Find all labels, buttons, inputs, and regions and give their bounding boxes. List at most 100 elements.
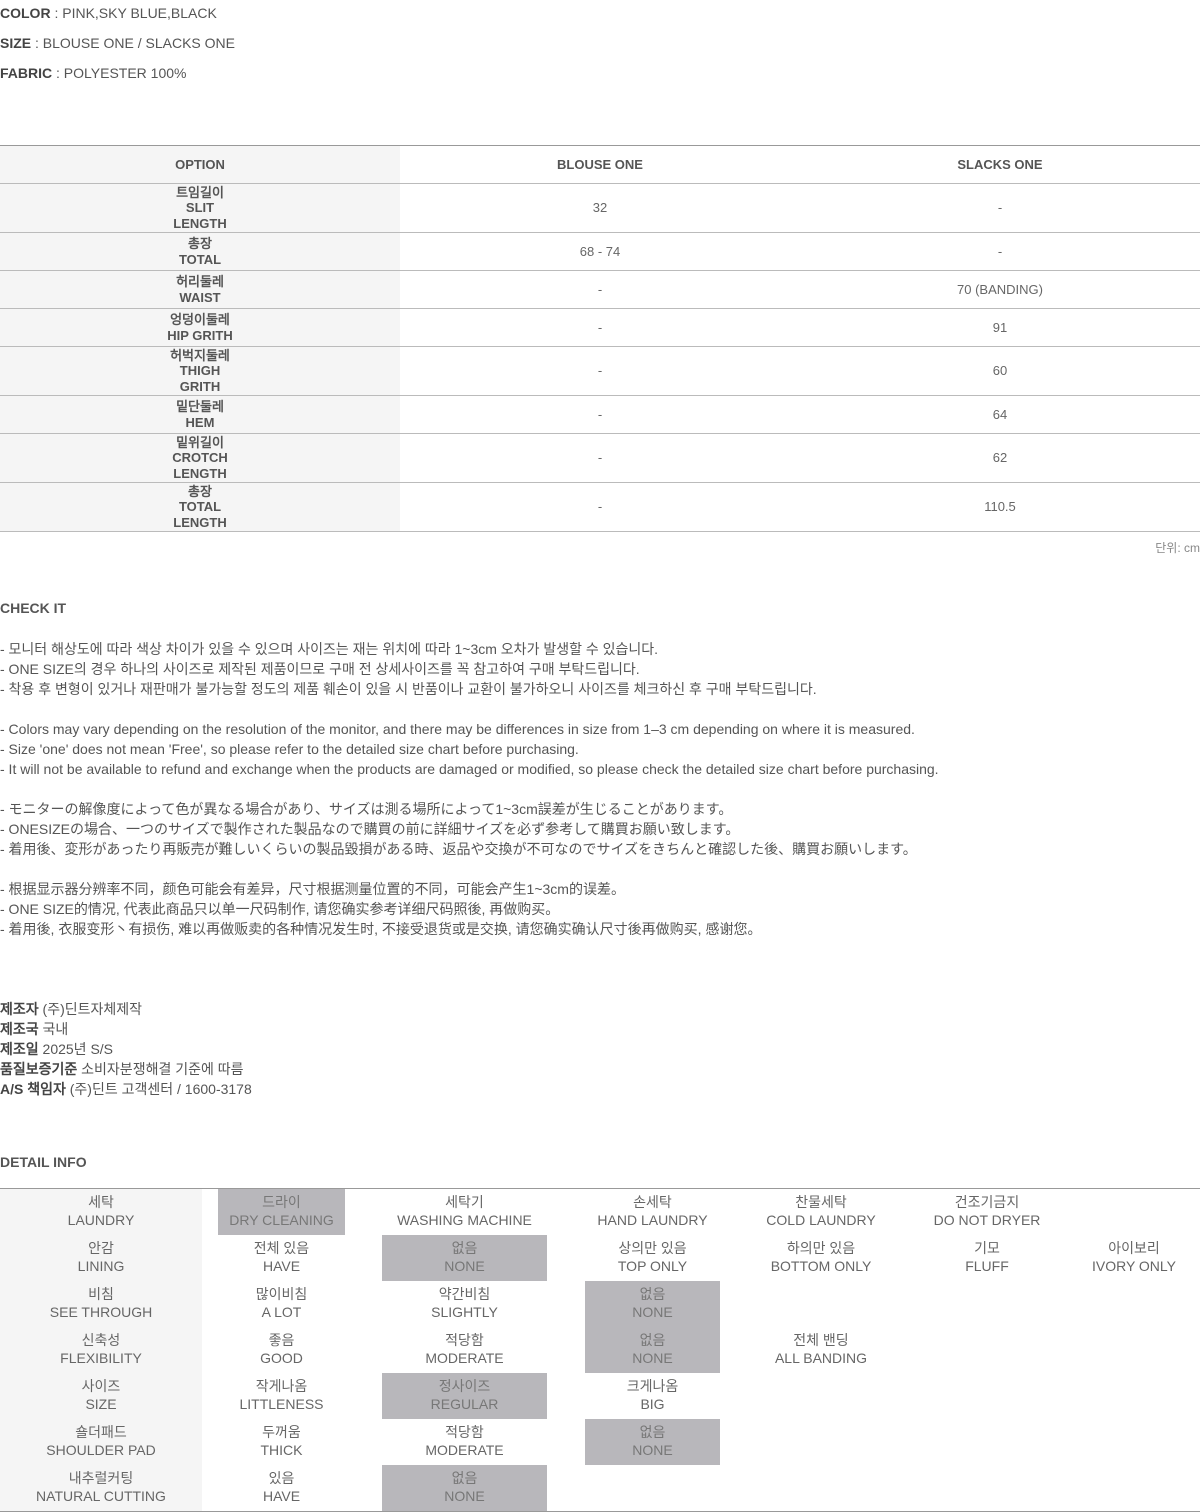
spec-label: SIZE (0, 35, 32, 51)
maker-label: 품질보증기준 (0, 1061, 78, 1077)
size-row: 총장 TOTAL LENGTH -110.5 (0, 482, 1200, 532)
option-label: WAIST (179, 289, 221, 305)
cell-ko: 전체 밴딩 (793, 1332, 849, 1348)
spec-label: FABRIC (0, 65, 53, 81)
detail-label: 사이즈 SIZE (0, 1373, 202, 1419)
size-row: 밑단둘레 HEM -64 (0, 395, 1200, 434)
cell-ko: 적당함 (445, 1424, 484, 1440)
check-it-notes: - 모니터 해상도에 따라 색상 차이가 있을 수 있으며 사이즈는 재는 위치… (0, 639, 939, 939)
slacks-value: 70 (BANDING) (800, 270, 1200, 309)
note-line: - 着用後、変形があったり再販売が難しいくらいの製品毀損がある時、返品や交換が不… (0, 841, 917, 857)
cell-ko: 작게나옴 (255, 1378, 308, 1394)
spec-value: : PINK,SKY BLUE,BLACK (50, 5, 217, 21)
header-option: OPTION (0, 145, 400, 184)
option-cell: 밑위길이 CROTCH LENGTH (0, 433, 400, 483)
slacks-value: 60 (800, 346, 1200, 396)
cell-en: SLIGHTLY (431, 1304, 498, 1320)
detail-option: 찬물세탁 COLD LAUNDRY (740, 1189, 902, 1235)
option-cell: 총장 TOTAL LENGTH (0, 482, 400, 532)
cell-ko: 손세탁 (633, 1194, 672, 1210)
option-label: 총장 (188, 236, 212, 251)
note-line: - Colors may vary depending on the resol… (0, 721, 915, 737)
cell-en: GOOD (260, 1350, 303, 1366)
maker-line: 제조자 (주)딘트자체제작 (0, 999, 252, 1019)
cell-en: REGULAR (430, 1396, 499, 1412)
option-cell: 총장 TOTAL (0, 232, 400, 271)
note-line (0, 859, 939, 879)
detail-option: 세탁기 WASHING MACHINE (382, 1189, 547, 1235)
size-row: 허리둘레 WAIST -70 (BANDING) (0, 270, 1200, 309)
option-label: CROTCH (172, 450, 228, 466)
detail-label: 세탁 LAUNDRY (0, 1189, 202, 1235)
option-label: GRITH (179, 378, 221, 394)
note-line (0, 779, 939, 799)
option-cell: 엉덩이둘레 HIP GRITH (0, 308, 400, 347)
size-row: 허벅지둘레 THIGH GRITH -60 (0, 346, 1200, 396)
option-label: 밑단둘레 (176, 399, 224, 414)
detail-option: 크게나옴 BIG (585, 1373, 720, 1419)
detail-option: 많이비침 A LOT (218, 1281, 345, 1327)
maker-value: 국내 (38, 1021, 69, 1037)
detail-option: 적당함 MODERATE (382, 1327, 547, 1373)
detail-option: 건조기금지 DO NOT DRYER (912, 1189, 1062, 1235)
detail-info-title: DETAIL INFO (0, 1154, 87, 1170)
blouse-value: - (400, 482, 800, 532)
size-row: 총장 TOTAL 68 - 74- (0, 232, 1200, 271)
option-label: LENGTH (173, 514, 227, 530)
spec-value: : BLOUSE ONE / SLACKS ONE (31, 35, 235, 51)
cell-en: LINING (77, 1258, 125, 1274)
cell-en: NONE (632, 1442, 673, 1458)
note-line: - 모니터 해상도에 따라 색상 차이가 있을 수 있으며 사이즈는 재는 위치… (0, 641, 659, 657)
slacks-value: - (800, 183, 1200, 233)
cell-ko: 비침 (88, 1286, 114, 1302)
maker-label: A/S 책임자 (0, 1081, 66, 1097)
cell-ko: 찬물세탁 (795, 1194, 847, 1210)
note-line: - Size 'one' does not mean 'Free', so pl… (0, 741, 579, 757)
maker-line: 제조일 2025년 S/S (0, 1039, 252, 1059)
option-label: 엉덩이둘레 (170, 312, 230, 327)
cell-en: NONE (444, 1258, 485, 1274)
option-cell: 트임길이 SLIT LENGTH (0, 183, 400, 233)
detail-option: 손세탁 HAND LAUNDRY (585, 1189, 720, 1235)
slacks-value: 110.5 (800, 482, 1200, 532)
detail-option-selected: 없음 NONE (585, 1281, 720, 1327)
maker-label: 제조자 (0, 1001, 39, 1017)
option-label: LENGTH (173, 465, 227, 481)
blouse-value: 68 - 74 (400, 232, 800, 271)
detail-option: 상의만 있음 TOP ONLY (585, 1235, 720, 1281)
cell-en: FLUFF (965, 1258, 1009, 1274)
cell-en: SIZE (85, 1396, 117, 1412)
maker-line: 제조국 국내 (0, 1019, 252, 1039)
cell-en: LITTLENESS (239, 1396, 324, 1412)
cell-en: HAVE (262, 1258, 301, 1274)
cell-en: NONE (632, 1304, 673, 1320)
cell-ko: 신축성 (81, 1332, 121, 1348)
cell-en: ALL BANDING (774, 1350, 868, 1366)
blouse-value: 32 (400, 183, 800, 233)
blouse-value: - (400, 395, 800, 434)
option-label: HEM (185, 414, 215, 430)
size-row: 트임길이 SLIT LENGTH 32- (0, 183, 1200, 233)
detail-option: 기모 FLUFF (912, 1235, 1062, 1281)
detail-option: 약간비침 SLIGHTLY (382, 1281, 547, 1327)
label-column (0, 1189, 202, 1511)
detail-option: 하의만 있음 BOTTOM ONLY (740, 1235, 902, 1281)
maker-value: (주)딘트자체제작 (38, 1001, 143, 1017)
cell-en: HAND LAUNDRY (597, 1212, 708, 1228)
option-label: SLIT (185, 200, 215, 216)
size-table-header: OPTION BLOUSE ONE SLACKS ONE (0, 145, 1200, 184)
cell-ko: 약간비침 (438, 1286, 491, 1302)
cell-ko: 있음 (268, 1470, 295, 1486)
cell-ko: 없음 (639, 1286, 666, 1302)
cell-en: NONE (632, 1350, 673, 1366)
cell-en: LAUNDRY (67, 1212, 135, 1228)
note-line: - It will not be available to refund and… (0, 761, 939, 777)
detail-label: 안감 LINING (0, 1235, 202, 1281)
detail-option: 전체 있음 HAVE (218, 1235, 345, 1281)
slacks-value: - (800, 232, 1200, 271)
size-table: OPTION BLOUSE ONE SLACKS ONE 트임길이 SLIT LEN… (0, 145, 1200, 532)
cell-en: NATURAL CUTTING (36, 1488, 166, 1504)
detail-option: 있음 HAVE (218, 1465, 345, 1511)
cell-ko: 상의만 있음 (618, 1240, 687, 1256)
cell-en: SEE THROUGH (49, 1304, 153, 1320)
